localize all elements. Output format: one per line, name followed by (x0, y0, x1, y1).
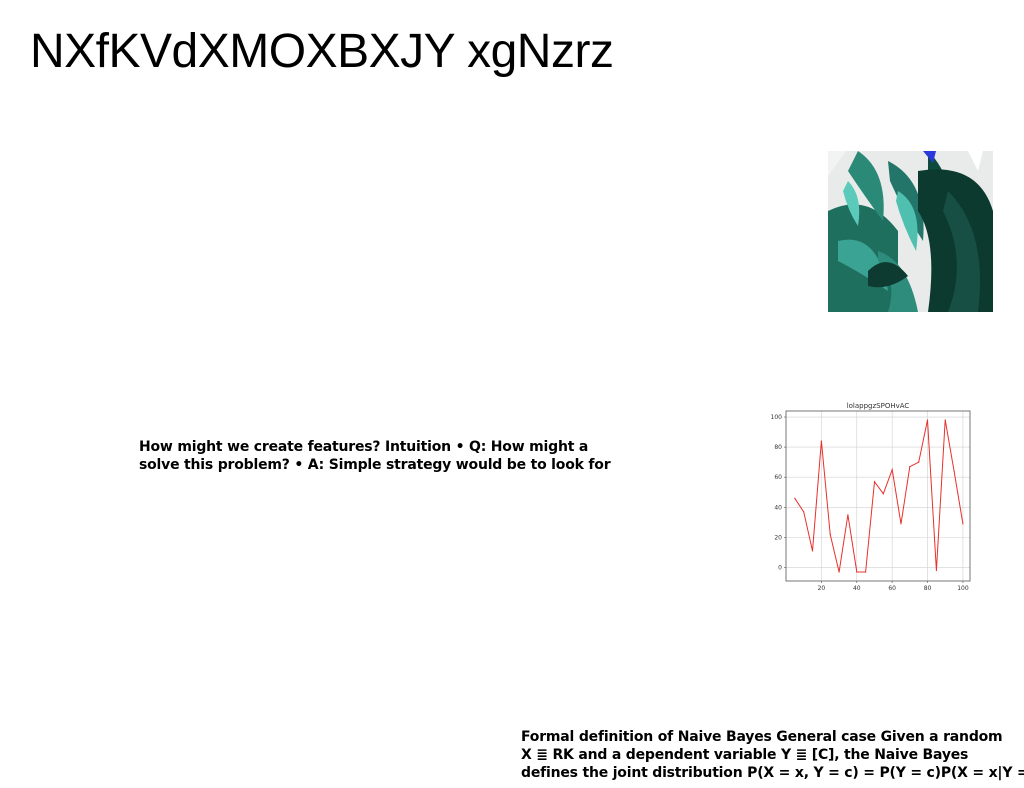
data-point (838, 571, 840, 573)
data-point (865, 571, 867, 573)
data-point (926, 419, 929, 421)
data-point (882, 493, 884, 495)
text-block-intuition: How might we create features? Intuition … (139, 438, 611, 474)
data-point (900, 523, 902, 525)
x-tick-label: 20 (818, 585, 826, 592)
x-tick-label: 100 (957, 585, 969, 592)
y-tick-label: 0 (778, 564, 782, 571)
data-point (829, 533, 831, 535)
data-point (909, 466, 911, 468)
data-point (953, 470, 955, 472)
line-chart: lolappgzSPOHvAC 0 20 40 60 80 100 20 40 60 80 100 (760, 398, 976, 596)
x-tick-label: 40 (853, 585, 861, 592)
text-line: X ≣ RK and a dependent variable Y ≣ [C],… (521, 747, 969, 763)
text-line: Formal definition of Naive Bayes General… (521, 729, 1003, 745)
y-tick-label: 80 (774, 444, 782, 451)
y-tick-label: 20 (774, 534, 782, 541)
data-points (794, 419, 964, 573)
text-line: solve this problem? • A: Simple strategy… (139, 457, 611, 473)
data-point (962, 523, 964, 525)
y-tick-label: 40 (774, 504, 782, 511)
x-tick-label: 80 (924, 585, 932, 592)
x-tick-label: 60 (888, 585, 896, 592)
data-point (847, 514, 849, 516)
text-line: How might we create features? Intuition … (139, 439, 589, 455)
chart-frame (785, 410, 971, 582)
data-point (856, 571, 858, 573)
text-line: defines the joint distribution P(X = x, … (521, 765, 1024, 781)
data-point (873, 481, 876, 483)
data-point (794, 497, 796, 499)
data-point (891, 469, 893, 471)
y-tick-label: 60 (774, 474, 782, 481)
data-point (944, 419, 946, 421)
data-point (918, 461, 920, 463)
y-tick-label: 100 (771, 414, 783, 421)
plant-photo (828, 151, 993, 312)
data-point (820, 440, 822, 442)
data-point (803, 511, 805, 513)
data-point (811, 550, 814, 552)
slide-title: NXfKVdXMOXBXJY xgNzrz (30, 25, 614, 78)
chart-title: lolappgzSPOHvAC (847, 402, 910, 410)
text-block-naive-bayes: Formal definition of Naive Bayes General… (521, 728, 1024, 782)
series-line (794, 419, 964, 573)
data-point (935, 569, 937, 572)
